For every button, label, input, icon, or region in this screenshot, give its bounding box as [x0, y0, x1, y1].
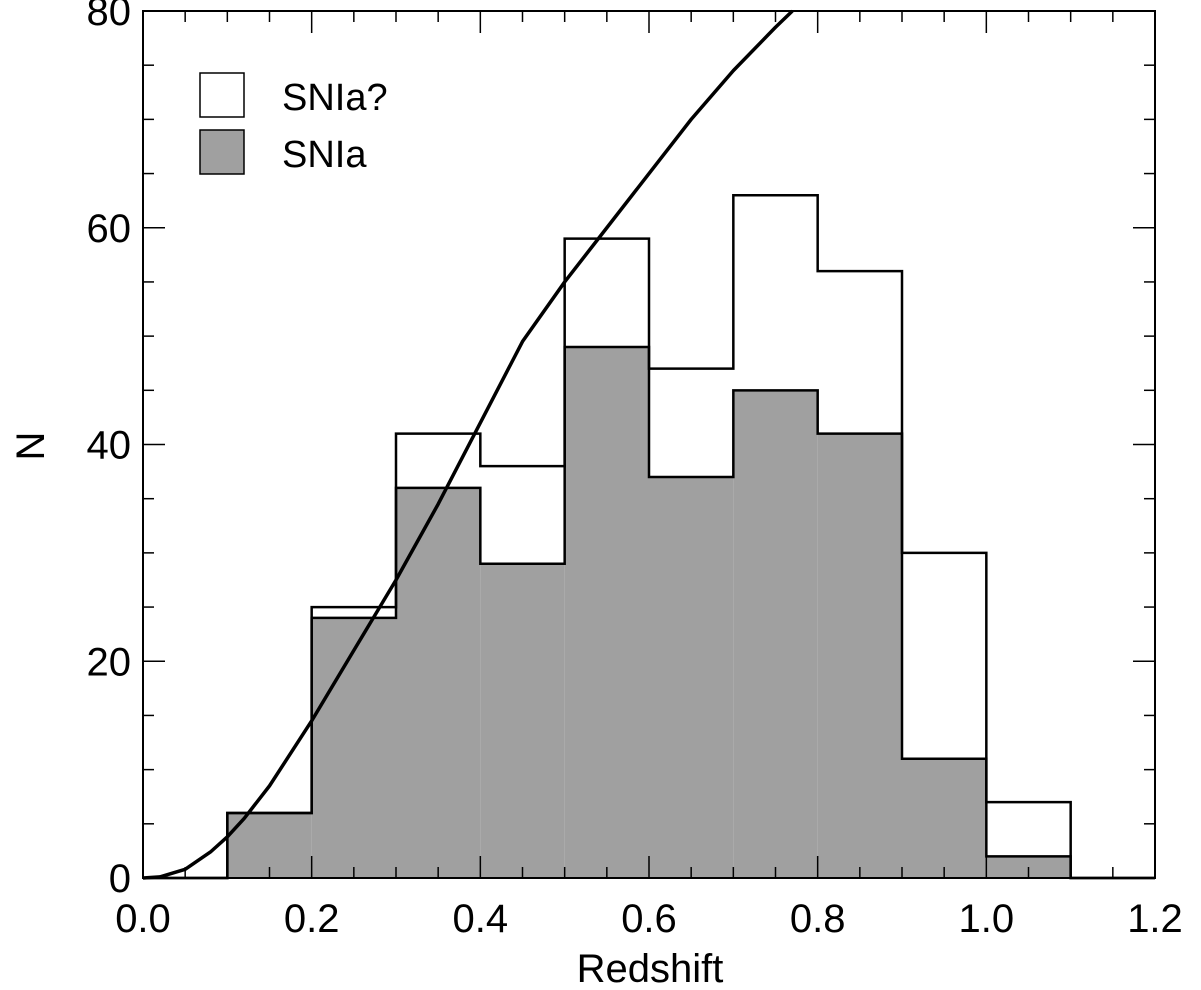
model-curve: [142, 9, 794, 880]
legend-label-snia: SNIa: [282, 134, 367, 176]
y-tick-label: 80: [87, 0, 132, 34]
legend-swatch-snia-candidate: [199, 72, 245, 118]
step-outline-snia-candidate: [143, 193, 1155, 880]
filled-histogram: [227, 346, 1071, 878]
model-curve-layer: [142, 9, 794, 880]
outline-histogram: [143, 193, 1155, 880]
axis-tick-labels: 0.0 0.2 0.4 0.6 0.8 1.0 1.2 0 20 40 60 80: [87, 0, 1183, 941]
bar-snia: [480, 563, 565, 878]
bar-snia: [396, 487, 481, 878]
axis-ticks: [142, 10, 1156, 879]
y-tick-label: 0: [109, 857, 131, 901]
bar-snia: [564, 346, 649, 878]
legend-swatch-snia: [199, 129, 245, 175]
legend-label-snia-candidate: SNIa?: [282, 77, 388, 119]
x-axis-label: Redshift: [577, 947, 724, 990]
x-tick-label: 1.2: [1127, 897, 1183, 941]
x-tick-label: 0.0: [115, 897, 171, 941]
bar-snia: [902, 758, 987, 878]
y-axis-label: N: [9, 432, 53, 461]
y-tick-label: 20: [87, 640, 132, 684]
x-tick-label: 0.4: [453, 897, 509, 941]
bar-snia: [817, 433, 902, 878]
bar-snia: [649, 477, 734, 878]
y-tick-label: 40: [87, 424, 132, 468]
x-tick-label: 0.6: [621, 897, 677, 941]
bar-snia: [733, 390, 818, 878]
x-tick-label: 0.8: [790, 897, 846, 941]
legend: SNIa? SNIa: [199, 72, 388, 176]
bar-snia: [311, 617, 396, 878]
x-tick-label: 1.0: [959, 897, 1015, 941]
x-tick-label: 0.2: [284, 897, 340, 941]
y-tick-label: 60: [87, 207, 132, 251]
